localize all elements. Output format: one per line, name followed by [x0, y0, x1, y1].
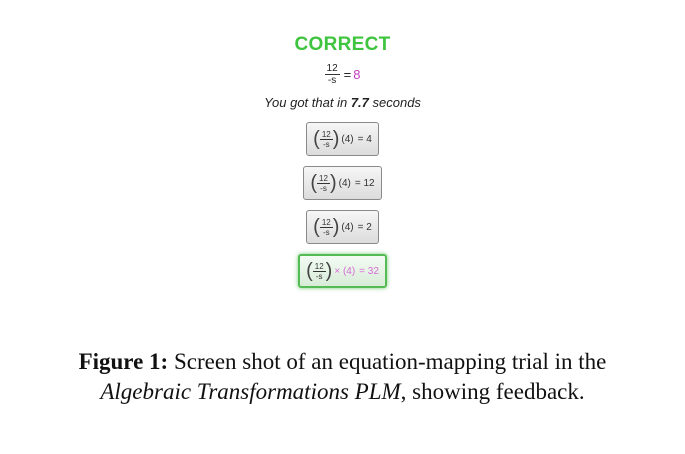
option-multiplier: (4)	[341, 221, 354, 233]
option-denominator: -s	[315, 271, 323, 281]
caption-text-2: , showing feedback.	[400, 379, 585, 404]
close-paren: )	[325, 260, 333, 282]
time-prefix: You got that in	[264, 95, 348, 110]
option-result: = 32	[359, 265, 379, 277]
feedback-panel: CORRECT 12 -s = 8 You got that in 7.7 se…	[264, 34, 421, 288]
open-paren: (	[310, 172, 318, 194]
option-numerator: 12	[314, 261, 324, 271]
target-equation: 12 -s = 8	[324, 59, 361, 89]
open-paren: (	[306, 260, 313, 282]
close-paren: )	[329, 172, 337, 194]
close-paren: )	[332, 128, 340, 150]
open-paren: (	[313, 128, 320, 150]
option-denominator: -s	[320, 183, 327, 193]
option-fraction: 12 -s	[317, 174, 330, 193]
response-time: You got that in 7.7 seconds	[264, 94, 421, 112]
equation-value: 8	[353, 66, 361, 82]
option-fraction: 12 -s	[312, 261, 326, 281]
fraction-bar	[324, 73, 340, 75]
correct-heading: CORRECT	[294, 34, 391, 55]
open-paren: (	[313, 216, 320, 238]
time-suffix: seconds	[372, 95, 421, 110]
option-numerator: 12	[319, 173, 328, 183]
caption-italic-title: Algebraic Transformations PLM	[100, 379, 401, 404]
close-paren: )	[332, 216, 340, 238]
option-result: = 12	[354, 177, 375, 189]
option-fraction: 12 -s	[319, 129, 333, 149]
answer-option-2[interactable]: ( 12 -s ) (4) = 12	[303, 166, 382, 200]
caption-label: Figure 1:	[78, 349, 169, 374]
option-multiplier: × (4)	[334, 265, 356, 277]
answer-option-4-selected[interactable]: ( 12 -s ) × (4) = 32	[298, 254, 387, 288]
fraction-bar	[319, 226, 333, 228]
fraction-denominator: -s	[327, 74, 337, 86]
figure-caption: Figure 1: Screen shot of an equation-map…	[0, 347, 685, 407]
option-numerator: 12	[321, 129, 331, 139]
fraction-bar	[317, 182, 330, 184]
fraction-bar	[312, 270, 326, 272]
answer-option-3[interactable]: ( 12 -s ) (4) = 2	[306, 210, 379, 244]
equals-sign: =	[343, 66, 352, 82]
equation-fraction: 12 -s	[324, 62, 340, 86]
fraction-numerator: 12	[326, 62, 338, 74]
time-value: 7.7	[350, 95, 369, 110]
option-multiplier: (4)	[338, 177, 351, 189]
answer-option-1[interactable]: ( 12 -s ) (4) = 4	[306, 122, 379, 156]
option-result: = 2	[357, 221, 372, 233]
option-denominator: -s	[322, 227, 330, 237]
option-fraction: 12 -s	[319, 217, 333, 237]
option-result: = 4	[357, 133, 372, 145]
option-numerator: 12	[321, 217, 331, 227]
option-multiplier: (4)	[341, 133, 354, 145]
caption-text-1: Screen shot of an equation-mapping trial…	[173, 349, 607, 374]
option-denominator: -s	[322, 139, 330, 149]
fraction-bar	[319, 138, 333, 140]
